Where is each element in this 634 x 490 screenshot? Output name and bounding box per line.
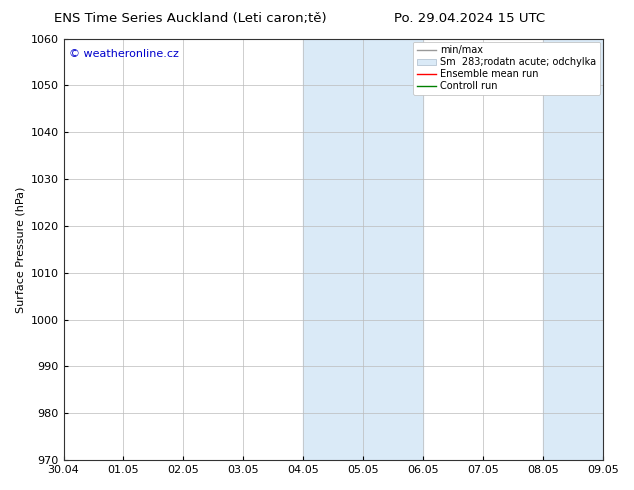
Legend: min/max, Sm  283;rodatn acute; odchylka, Ensemble mean run, Controll run: min/max, Sm 283;rodatn acute; odchylka, … [413,42,600,95]
Text: Po. 29.04.2024 15 UTC: Po. 29.04.2024 15 UTC [394,12,545,25]
Text: © weatheronline.cz: © weatheronline.cz [69,49,179,59]
Bar [303,39,424,460]
Y-axis label: Surface Pressure (hPa): Surface Pressure (hPa) [15,186,25,313]
Bar [543,39,603,460]
Text: ENS Time Series Auckland (Leti caron;tě): ENS Time Series Auckland (Leti caron;tě) [54,12,327,25]
